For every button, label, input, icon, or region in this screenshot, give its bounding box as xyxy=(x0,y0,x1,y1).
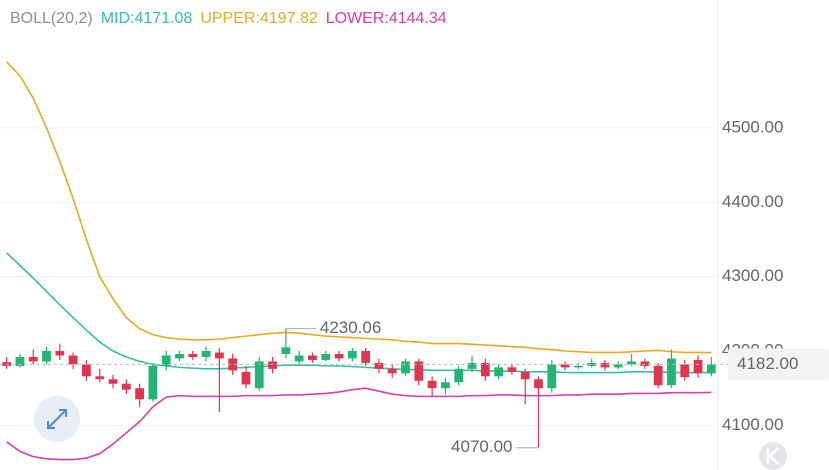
candle-body xyxy=(374,362,384,369)
k-button[interactable] xyxy=(759,442,787,470)
candle-body xyxy=(361,351,371,363)
candle-body xyxy=(640,361,650,366)
candle-body xyxy=(441,382,450,389)
candle-body xyxy=(520,371,530,380)
candle-body xyxy=(148,365,158,400)
candle-body xyxy=(627,361,636,365)
candle-body xyxy=(680,364,690,378)
candle-body xyxy=(68,355,78,365)
candle-body xyxy=(108,379,118,384)
candle-body xyxy=(347,351,357,359)
expand-button[interactable] xyxy=(34,396,80,442)
candle-body xyxy=(587,362,597,366)
band-line xyxy=(6,61,712,354)
candle-body xyxy=(507,367,517,372)
candle-body xyxy=(15,356,25,366)
candle-body xyxy=(667,358,676,386)
candle-body xyxy=(427,380,437,389)
legend-entry: UPPER:4197.82 xyxy=(200,10,318,27)
candle-body xyxy=(121,383,131,390)
candle-body xyxy=(95,376,105,380)
last-price-badge xyxy=(728,348,829,381)
annotation-label: 4070.00 xyxy=(451,437,512,456)
candle-body xyxy=(414,361,424,381)
candle-body xyxy=(215,352,224,359)
last-price-label: 4182.00 xyxy=(737,354,798,373)
candle-body xyxy=(467,362,477,369)
candle-body xyxy=(574,365,583,368)
candle-body xyxy=(55,351,65,356)
candle-body xyxy=(600,362,610,368)
y-tick-label: 4300.00 xyxy=(722,266,783,285)
candle-body xyxy=(706,364,716,374)
candle-body xyxy=(480,362,490,377)
candle-body xyxy=(494,367,503,377)
y-tick-label: 4500.00 xyxy=(722,117,783,136)
candle-body xyxy=(201,351,211,357)
candle-body xyxy=(254,361,264,389)
candle-body xyxy=(613,364,623,368)
legend: BOLL(20,2) MID:4171.08 UPPER:4197.82 LOWER… xyxy=(10,10,447,28)
candle-body xyxy=(534,379,543,389)
candle-body xyxy=(653,365,663,386)
y-tick-label: 4100.00 xyxy=(722,415,783,434)
candle-body xyxy=(228,358,238,371)
band-line xyxy=(6,252,712,374)
candle-body xyxy=(241,371,251,385)
candle-body xyxy=(321,353,331,360)
candle-body xyxy=(28,356,38,362)
candle-body xyxy=(387,368,397,374)
candle-body xyxy=(135,388,144,400)
candle-body xyxy=(161,355,171,366)
candle-body xyxy=(42,351,51,362)
candle-body xyxy=(175,353,184,359)
band-line xyxy=(6,387,712,461)
candle-body xyxy=(693,359,703,374)
candle-body xyxy=(308,355,317,360)
candle-body xyxy=(334,353,344,359)
legend-entry: MID:4171.08 xyxy=(100,10,193,27)
candle-body xyxy=(560,364,570,368)
candle-body xyxy=(294,355,304,362)
candle-body xyxy=(82,364,91,377)
annotation-label: 4230.06 xyxy=(320,318,381,337)
candle-body xyxy=(454,368,464,383)
candle-body xyxy=(188,353,198,357)
candle-body xyxy=(547,364,557,389)
candle-body xyxy=(268,361,277,369)
indicator-label: BOLL(20,2) xyxy=(10,10,93,27)
legend-entry: LOWER:4144.34 xyxy=(325,10,447,27)
candle-body xyxy=(401,361,410,374)
y-tick-label: 4400.00 xyxy=(722,192,783,211)
candle-body xyxy=(281,347,291,354)
